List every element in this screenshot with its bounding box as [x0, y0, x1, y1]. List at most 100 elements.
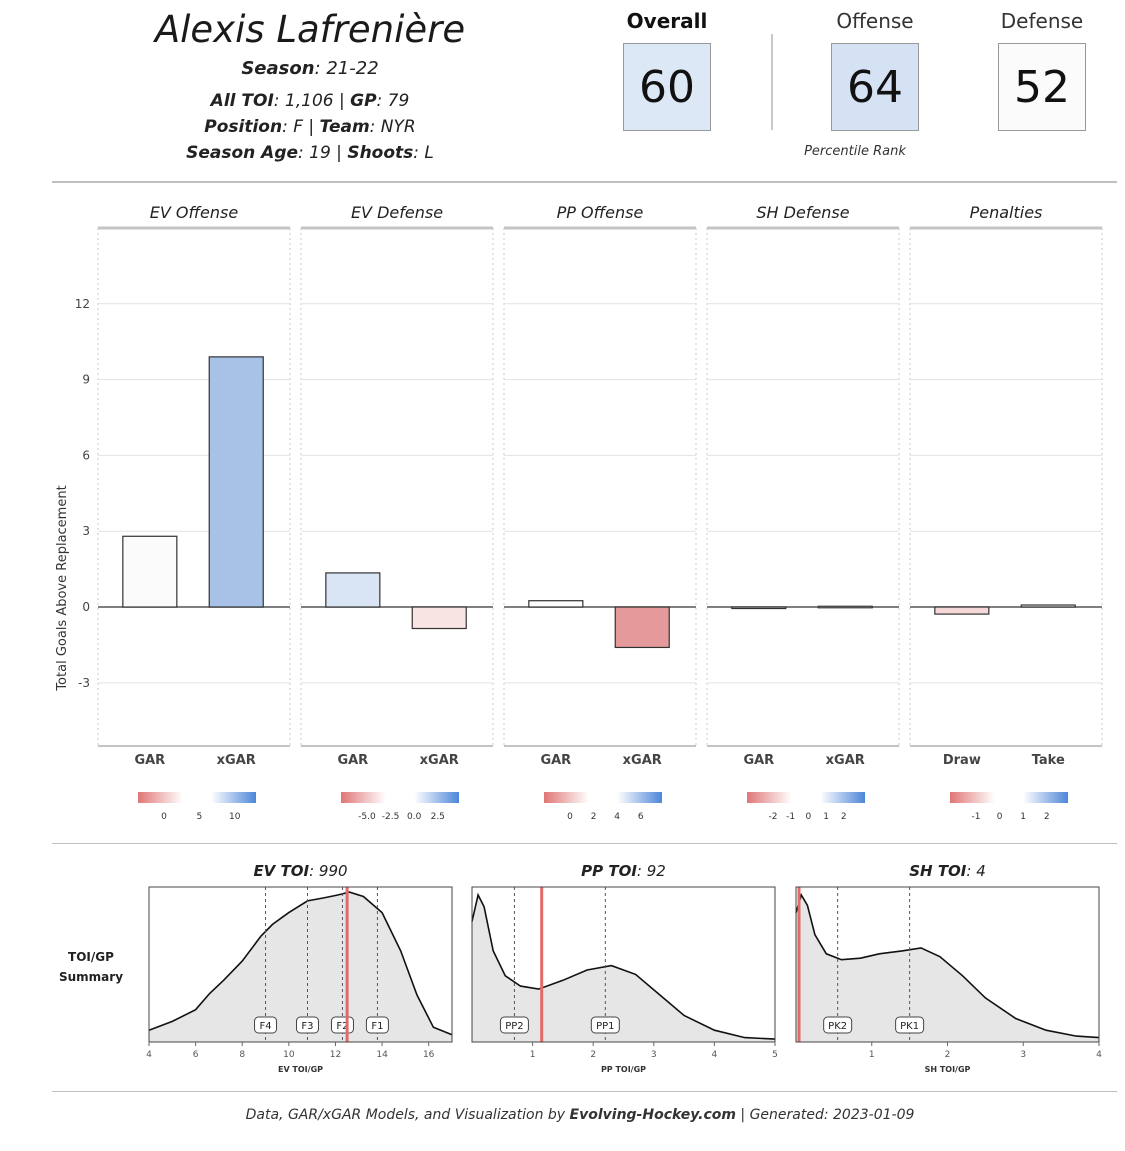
legend-tick-label: 2 [1044, 812, 1050, 822]
team-label: Team [319, 117, 370, 137]
toi-label: All TOI [210, 91, 274, 111]
legend-tick-label: -1 [971, 812, 980, 822]
x-tick-label: 2 [945, 1050, 951, 1060]
reference-label-box [895, 1016, 925, 1034]
bar-gar [122, 535, 178, 608]
toi-panel-title: EV TOI: 990 [253, 862, 347, 880]
offense-label: Offense [836, 9, 914, 33]
season-label: Season [241, 58, 315, 79]
reference-label: F2 [336, 1021, 348, 1032]
toi-title-label: EV TOI [253, 862, 309, 880]
legend-tick-label: 5 [196, 812, 202, 822]
percentile-caption: Percentile Rank [804, 144, 906, 159]
reference-label-box [254, 1016, 278, 1034]
x-tick-label: Draw [943, 753, 981, 768]
overall-rank-box: 60 [623, 43, 711, 131]
x-tick-label: xGAR [217, 753, 256, 768]
x-tick-label: xGAR [826, 753, 865, 768]
x-tick-label: 5 [772, 1050, 778, 1060]
bar-gar [528, 600, 584, 608]
header-divider [52, 181, 1117, 183]
toi-panel-title: PP TOI: 92 [581, 862, 666, 880]
x-tick-label: GAR [337, 753, 368, 768]
x-tick-label: Take [1032, 753, 1065, 768]
legend-tick-label: 0 [161, 812, 167, 822]
position-line: Position: F | Team: NYR [120, 117, 500, 137]
x-tick-label: GAR [540, 753, 571, 768]
density-area [796, 895, 1099, 1042]
legend-tick-label: 0 [997, 812, 1003, 822]
toi-value: : 1,106 | [273, 91, 351, 111]
legend-tick-label: 2 [591, 812, 597, 822]
reference-label-box [590, 1016, 620, 1034]
y-tick-label: 3 [82, 524, 90, 538]
gp-value: : 79 [376, 91, 410, 111]
bar-gar [731, 606, 787, 610]
panel-title: Penalties [970, 203, 1043, 222]
y-tick-label: 12 [75, 297, 90, 311]
x-tick-label: 8 [239, 1050, 245, 1060]
x-tick-label: 4 [146, 1050, 152, 1060]
legend-tick-label: 0.0 [407, 812, 422, 822]
age-line: Season Age: 19 | Shoots: L [120, 143, 500, 163]
x-tick-label: 16 [423, 1050, 435, 1060]
x-tick-label: 3 [1020, 1050, 1026, 1060]
x-axis-label: PP TOI/GP [601, 1065, 646, 1074]
y-tick-label: 9 [82, 373, 90, 387]
legend-tick-label: 0 [567, 812, 573, 822]
legend-tick-label: -2 [768, 812, 777, 822]
density-area [472, 895, 775, 1042]
reference-label: PP2 [505, 1021, 523, 1032]
reference-label: PP1 [596, 1021, 614, 1032]
x-tick-label: 6 [193, 1050, 199, 1060]
x-tick-label: 4 [1096, 1050, 1102, 1060]
color-legend-bar [341, 792, 459, 803]
position-label: Position [204, 117, 283, 137]
x-axis-label: EV TOI/GP [278, 1065, 323, 1074]
panel-title: EV Defense [351, 203, 443, 222]
y-tick-label: 0 [82, 600, 90, 614]
toi-panel-title: SH TOI: 4 [909, 862, 986, 880]
toi-title-label: SH TOI [909, 862, 967, 880]
legend-tick-label: 0 [805, 812, 811, 822]
panel-title: EV Offense [150, 203, 239, 222]
footer-divider [52, 1091, 1117, 1092]
reference-label: F4 [259, 1021, 271, 1032]
bar-xgar [208, 356, 264, 608]
x-tick-label: 2 [590, 1050, 596, 1060]
x-tick-label: GAR [743, 753, 774, 768]
age-label: Season Age [186, 143, 299, 163]
x-tick-label: 4 [712, 1050, 718, 1060]
x-tick-label: 1 [530, 1050, 536, 1060]
reference-label-box [295, 1016, 319, 1034]
bar-xgar [817, 605, 873, 609]
color-legend-bar [950, 792, 1068, 803]
x-axis-label: SH TOI/GP [925, 1065, 971, 1074]
bar-xgar [614, 606, 670, 649]
section-divider [52, 843, 1117, 844]
footer-suffix: | Generated: 2023-01-09 [735, 1107, 915, 1123]
x-tick-label: 12 [330, 1050, 341, 1060]
reference-label-box [823, 1016, 853, 1034]
toi-density-chart: TOI/GP Summary EV TOI: 990 F4 F3 F2 F1 4 6 8 10 1… [59, 862, 1102, 1074]
season-line: Season: 21-22 [120, 58, 500, 79]
legend-tick-label: -2.5 [382, 812, 400, 822]
defense-rank-box: 52 [998, 43, 1086, 131]
footer-credit: Data, GAR/xGAR Models, and Visualization… [0, 1107, 1125, 1123]
legend-tick-label: 6 [638, 812, 644, 822]
x-tick-label: 10 [283, 1050, 295, 1060]
footer-prefix: Data, GAR/xGAR Models, and Visualization… [245, 1107, 570, 1123]
legend-tick-label: 1 [1020, 812, 1026, 822]
x-tick-label: 1 [869, 1050, 875, 1060]
legend-tick-label: 2.5 [431, 812, 445, 822]
toi-title-value: : 92 [637, 862, 666, 880]
y-axis-label: Total Goals Above Replacement [55, 485, 70, 691]
color-legend-bar [138, 792, 256, 803]
footer-site-link: Evolving-Hockey.com [569, 1107, 736, 1123]
reference-label-box [365, 1016, 389, 1034]
gar-bar-chart: Total Goals Above Replacement 129630-3EV… [55, 203, 1103, 822]
toi-title-value: : 4 [966, 862, 985, 880]
legend-tick-label: 1 [823, 812, 829, 822]
bar-gar [325, 572, 381, 608]
legend-tick-label: -5.0 [358, 812, 376, 822]
